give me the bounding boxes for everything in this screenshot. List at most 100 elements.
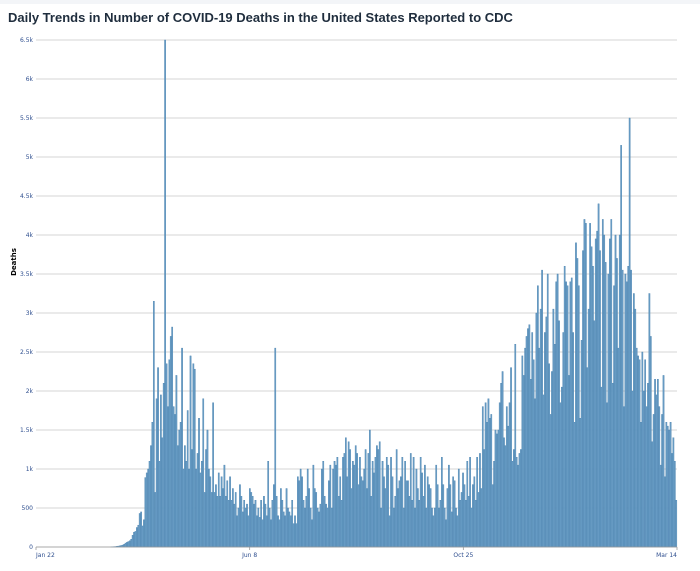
bar xyxy=(287,507,289,548)
bar xyxy=(169,336,172,548)
chart-canvas: 0 500 1k 1.5k 2k 2.5k 3k 3.5k 4k 4.5k 5k 5.5k 6k 6.5k… xyxy=(10,37,678,559)
bar xyxy=(668,429,671,548)
bar xyxy=(474,500,477,548)
bar xyxy=(380,507,382,548)
bar xyxy=(664,476,666,548)
bar xyxy=(472,484,474,548)
bar xyxy=(333,461,336,548)
bar xyxy=(576,258,579,548)
bar xyxy=(304,507,306,548)
bar xyxy=(374,457,377,548)
bar xyxy=(309,507,312,548)
bar xyxy=(481,406,484,548)
bar xyxy=(446,488,449,548)
bar xyxy=(455,507,457,548)
bar xyxy=(291,500,294,548)
bar xyxy=(158,461,161,548)
bar xyxy=(456,515,459,548)
bar xyxy=(411,500,414,548)
bar xyxy=(322,461,325,548)
bar xyxy=(496,433,498,548)
bar xyxy=(178,429,181,548)
bar xyxy=(580,340,583,548)
bar xyxy=(501,371,504,548)
bar xyxy=(134,531,137,548)
bar xyxy=(200,461,203,548)
bar xyxy=(529,379,532,548)
bar xyxy=(356,453,358,548)
bar xyxy=(606,402,608,548)
bar xyxy=(462,472,464,548)
y-tick-label: 2.5k xyxy=(20,349,34,356)
bar xyxy=(412,457,415,548)
bar xyxy=(586,367,589,548)
bar xyxy=(243,500,246,548)
bar xyxy=(490,414,493,548)
bar xyxy=(359,457,361,548)
bar xyxy=(551,371,553,548)
bar xyxy=(630,269,632,548)
bar xyxy=(240,496,243,548)
bar xyxy=(373,472,375,548)
y-tick-label: 5k xyxy=(26,154,34,161)
y-tick-label: 6.5k xyxy=(20,37,34,44)
bar xyxy=(453,480,456,548)
bar xyxy=(457,468,460,548)
bar xyxy=(148,461,151,548)
bar xyxy=(438,507,440,548)
y-axis-title: Deaths xyxy=(10,248,18,276)
y-tick-label: 2k xyxy=(26,388,34,395)
bar xyxy=(513,449,515,548)
bar xyxy=(251,496,254,548)
bar xyxy=(597,203,600,548)
bar xyxy=(227,500,230,548)
bar xyxy=(484,402,487,548)
bar xyxy=(432,515,435,548)
bar xyxy=(278,519,281,548)
bar xyxy=(426,476,429,548)
bar xyxy=(329,464,332,548)
bar xyxy=(645,406,648,548)
bar xyxy=(179,422,182,548)
bar xyxy=(603,234,606,548)
bar xyxy=(347,441,350,548)
bar xyxy=(154,492,157,548)
y-tick-label: 4k xyxy=(26,232,34,239)
bar xyxy=(388,515,391,548)
bar xyxy=(517,464,519,548)
bar xyxy=(124,542,127,548)
bar xyxy=(353,464,356,548)
bar xyxy=(505,406,508,548)
bar xyxy=(295,523,298,548)
bar xyxy=(332,468,334,548)
bar xyxy=(594,238,597,548)
bar xyxy=(250,492,253,548)
x-tick-label: Jan 22 xyxy=(35,552,55,559)
bar xyxy=(216,496,219,548)
bar xyxy=(326,507,329,548)
grid-lines xyxy=(36,39,677,548)
bar xyxy=(493,461,495,548)
bar xyxy=(247,515,250,548)
bar xyxy=(531,332,534,548)
bar xyxy=(267,461,270,548)
bar xyxy=(306,468,309,548)
bar xyxy=(442,484,445,548)
bar xyxy=(311,519,313,548)
bar xyxy=(305,496,308,548)
bar xyxy=(390,457,392,548)
bar xyxy=(257,507,260,548)
bar xyxy=(164,39,166,548)
bar xyxy=(546,273,549,548)
bar xyxy=(376,445,378,548)
bar xyxy=(316,507,319,548)
bar xyxy=(467,496,470,548)
bar xyxy=(657,379,659,548)
bar xyxy=(137,524,140,548)
bar xyxy=(282,511,285,548)
bar xyxy=(281,500,284,548)
bar xyxy=(585,223,587,548)
bar xyxy=(360,476,363,548)
bar xyxy=(627,265,630,548)
bar xyxy=(371,461,374,548)
